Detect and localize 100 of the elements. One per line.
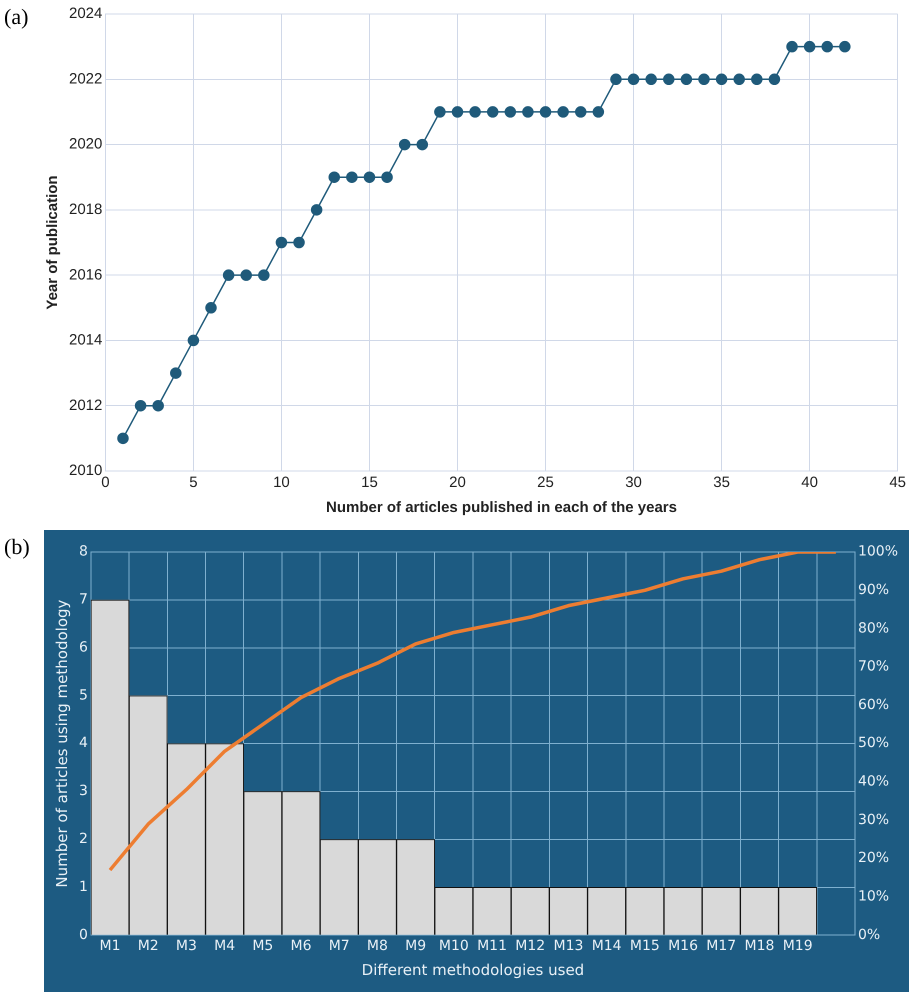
y-tick-label: 2: [78, 831, 88, 848]
point: [504, 106, 516, 118]
x-tick-label: M10: [438, 938, 469, 954]
y-axis-title: Number of articles using methodology: [52, 599, 71, 888]
x-tick-label: M16: [668, 938, 698, 954]
point: [486, 106, 498, 118]
point: [557, 106, 569, 118]
y-tick-label: 3: [78, 783, 88, 800]
x-tick-label: M15: [630, 938, 660, 954]
point: [469, 106, 481, 118]
x-tick-label: M12: [515, 938, 546, 954]
x-tick-label: M9: [405, 938, 426, 954]
y-tick-label: 6: [78, 639, 88, 656]
point: [117, 432, 129, 444]
point: [188, 334, 200, 346]
y-tick-label: 2010: [68, 462, 102, 480]
point: [416, 138, 428, 150]
point: [522, 106, 534, 118]
y2-tick-label: 90%: [858, 582, 890, 598]
y-axis-title: Year of publication: [44, 175, 62, 310]
point: [839, 40, 851, 52]
x-tick-label: M2: [138, 938, 159, 954]
point: [592, 106, 604, 118]
point: [240, 269, 252, 281]
point: [540, 106, 552, 118]
point: [398, 138, 410, 150]
point: [434, 106, 446, 118]
y-tick-label: 2022: [68, 70, 102, 88]
x-tick-label: 15: [361, 474, 378, 492]
point: [610, 74, 622, 86]
x-tick-label: 35: [713, 474, 730, 492]
x-tick-label: M3: [176, 938, 197, 954]
point: [733, 74, 745, 86]
point: [364, 171, 376, 183]
point: [821, 40, 833, 52]
y-tick-label: 0: [78, 926, 88, 943]
y-tick-label: 7: [78, 592, 88, 608]
y2-tick-label: 0%: [858, 926, 880, 943]
y-tick-label: 2018: [68, 201, 102, 218]
y2-tick-label: 40%: [858, 774, 890, 790]
point: [328, 171, 340, 183]
text: (a): [4, 4, 28, 30]
y-tick-label: 2024: [68, 5, 102, 22]
y2-tick-label: 50%: [858, 735, 890, 752]
x-tick-label: M8: [366, 938, 388, 954]
point: [628, 74, 640, 86]
y-tick-label: 8: [78, 544, 88, 560]
y2-tick-label: 20%: [858, 850, 890, 866]
point: [134, 400, 146, 412]
x-tick-label: 5: [189, 474, 198, 492]
x-tick-label: M7: [328, 938, 350, 954]
point: [310, 204, 322, 216]
y2-tick-label: 100%: [858, 544, 898, 560]
y-tick-label: 2012: [68, 396, 102, 414]
point: [293, 236, 305, 248]
text: (b): [4, 534, 30, 560]
x-tick-label: M5: [252, 938, 274, 954]
y2-tick-label: 30%: [858, 812, 890, 828]
y-tick-label: 1: [78, 878, 88, 895]
point: [680, 74, 692, 86]
point: [258, 269, 270, 281]
y-tick-label: 2020: [68, 136, 102, 153]
point: [205, 302, 217, 314]
point: [768, 74, 780, 86]
x-tick-label: 45: [889, 474, 906, 492]
point: [222, 269, 234, 281]
point: [698, 74, 710, 86]
x-tick-label: 30: [625, 474, 642, 492]
y2-tick-label: 60%: [858, 696, 890, 713]
x-axis-title: Number of articles published in each of the years: [326, 499, 677, 516]
point: [645, 74, 657, 86]
x-tick-label: M14: [592, 938, 622, 954]
x-tick-label: M13: [553, 938, 584, 954]
y-tick-label: 5: [78, 687, 88, 704]
point: [574, 106, 586, 118]
point: [381, 171, 393, 183]
x-tick-label: M11: [477, 938, 507, 954]
x-tick-label: M1: [100, 938, 121, 954]
x-tick-label: M6: [290, 938, 312, 954]
point: [452, 106, 464, 118]
point: [786, 40, 798, 52]
x-tick-label: M18: [744, 938, 774, 954]
x-tick-label: 10: [273, 474, 290, 492]
x-tick-label: 20: [449, 474, 466, 492]
point: [170, 367, 182, 379]
point: [663, 74, 675, 86]
point: [346, 171, 358, 183]
x-tick-label: 25: [537, 474, 554, 492]
y-tick-label: 2014: [68, 332, 102, 349]
x-tick-label: 40: [801, 474, 818, 492]
y2-tick-label: 70%: [858, 658, 890, 675]
x-tick-label: M17: [706, 938, 736, 954]
x-tick-label: M4: [214, 938, 236, 954]
y-tick-label: 2016: [68, 266, 102, 284]
point: [276, 236, 288, 248]
y2-tick-label: 10%: [858, 888, 890, 905]
point: [804, 40, 816, 52]
x-axis-title: Different methodologies used: [362, 960, 584, 979]
point: [716, 74, 728, 86]
y-tick-label: 4: [78, 735, 88, 752]
